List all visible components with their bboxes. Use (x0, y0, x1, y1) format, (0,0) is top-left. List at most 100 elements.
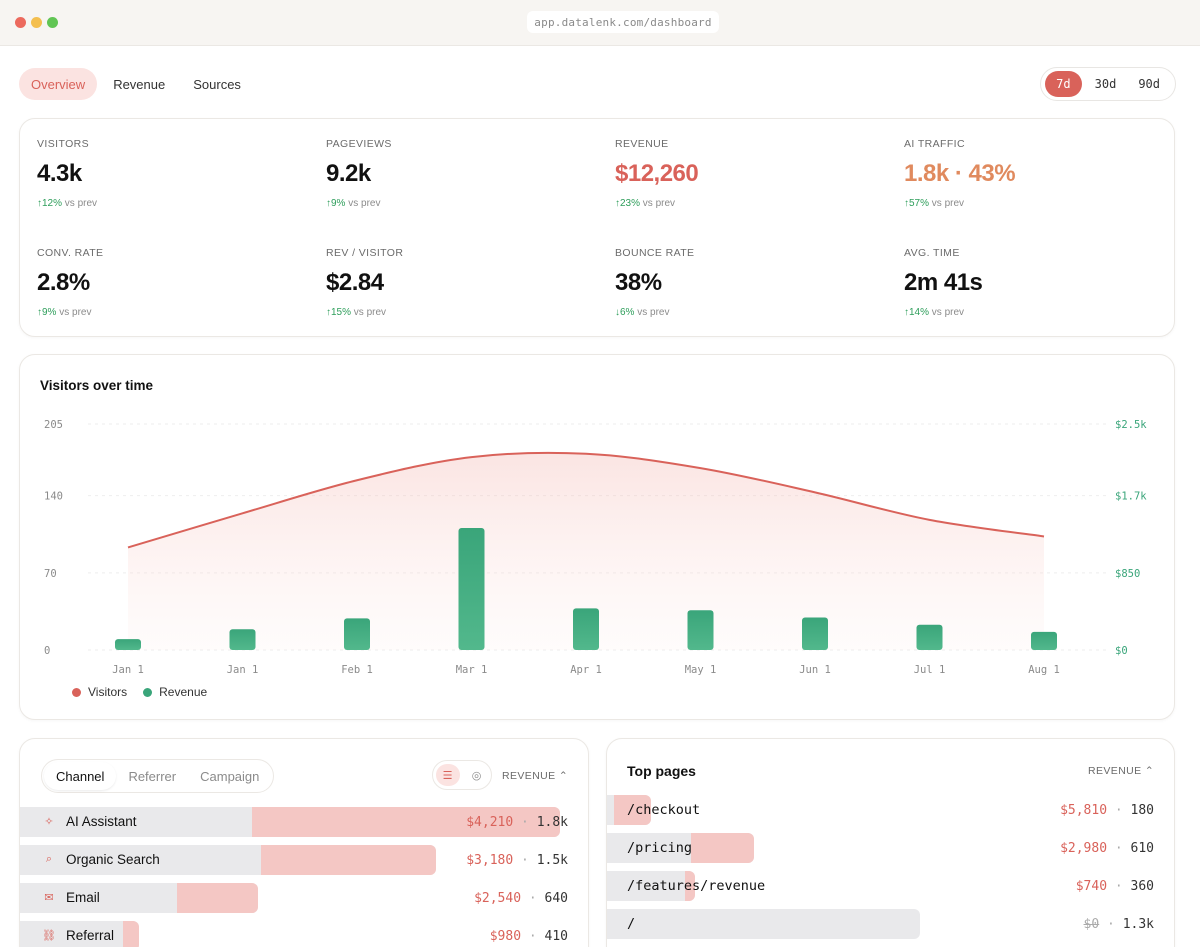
revenue-share-bar (177, 883, 258, 913)
row-value: $2,980 · 610 (1060, 841, 1154, 856)
kpi-delta: ↑57% vs prev (904, 198, 1015, 209)
x-tick-label: Mar 1 (456, 664, 488, 676)
kpi-delta-value: 23% (620, 198, 641, 209)
x-tick-label: Jan 1 (112, 664, 144, 676)
minimize-window-button[interactable] (31, 17, 42, 28)
tab-revenue[interactable]: Revenue (113, 76, 166, 92)
row-label: Email (66, 890, 100, 905)
page-row[interactable]: /pricing $2,980 · 610 (607, 833, 1174, 863)
tab-overview[interactable]: Overview (19, 68, 98, 100)
visitors-line (127, 451, 1045, 549)
trend-up-icon: ↑ (326, 307, 331, 318)
revenue-bar (573, 608, 599, 650)
row-label: /pricing (627, 840, 693, 856)
row-revenue: $740 (1075, 879, 1108, 894)
channel-row[interactable]: ✧ AI Assistant $4,210 · 1.8k (20, 807, 588, 837)
kpi-delta-suffix: vs prev (637, 307, 670, 318)
trend-up-icon: ↑ (904, 307, 909, 318)
row-value: $4,210 · 1.8k (466, 815, 568, 830)
legend-item-revenue[interactable]: Revenue (143, 685, 207, 699)
revenue-bar (229, 629, 256, 650)
kpi-revenue: REVENUE $12,260 ↑23% vs prev (615, 138, 699, 209)
close-window-button[interactable] (15, 17, 26, 28)
kpi-label: AVG. TIME (904, 247, 960, 259)
x-tick-label: Aug 1 (1028, 664, 1060, 676)
view-toggle: ☰ ◎ (432, 760, 492, 790)
trend-up-icon: ↑ (37, 307, 42, 318)
kpi-delta-suffix: vs prev (931, 307, 965, 318)
kpi-label: VISITORS (37, 138, 90, 150)
kpi-delta-suffix: vs prev (642, 198, 676, 209)
row-visitors: 180 (1130, 803, 1154, 818)
kpi-delta: ↑15% vs prev (326, 307, 403, 318)
chart-legend: Visitors Revenue (72, 685, 223, 699)
legend-item-visitors[interactable]: Visitors (72, 685, 127, 699)
main-tabs: Overview Revenue Sources (19, 68, 257, 100)
revenue-share-bar (261, 845, 436, 875)
row-value: $5,810 · 180 (1060, 803, 1154, 818)
range-7d-button[interactable]: 7d (1045, 71, 1082, 97)
trend-up-icon: ↑ (326, 198, 331, 209)
url-bar[interactable]: app.datalenk.com/dashboard (527, 11, 719, 33)
tab-sources[interactable]: Sources (193, 76, 241, 92)
revenue-bar (802, 617, 828, 650)
row-revenue: $4,210 (466, 815, 514, 830)
visitors-chart-card: Visitors over time 0 $0 70 $850 140 $1.7k 205 $… (19, 354, 1175, 720)
kpi-delta-value: 57% (909, 198, 930, 209)
search-icon: ⌕ (45, 853, 53, 865)
row-value: $740 · 360 (1075, 879, 1154, 894)
dashboard-page: Overview Revenue Sources 7d 30d 90d VISI… (0, 46, 1200, 947)
row-visitors: 640 (544, 891, 568, 906)
legend-swatch (72, 687, 81, 697)
page-row[interactable]: / $0 · 1.3k (607, 909, 1174, 939)
row-value: $0 · 1.3k (1083, 917, 1154, 932)
trend-up-icon: ↑ (37, 198, 42, 209)
tab-channel[interactable]: Channel (44, 762, 117, 790)
kpi-value: 2.8% (37, 269, 90, 296)
row-visitors: 610 (1130, 841, 1154, 856)
visitors-area (128, 452, 1044, 650)
revenue-bar (458, 527, 485, 650)
list-icon[interactable]: ☰ (435, 764, 460, 786)
range-90d-button[interactable]: 90d (1138, 77, 1161, 91)
share-bar (607, 909, 920, 939)
kpi-rev-per-visitor: REV / VISITOR $2.84 ↑15% vs prev (326, 247, 403, 318)
sort-revenue-button[interactable]: REVENUE ⌃ (502, 770, 569, 782)
y-tick-label-left: 140 (44, 491, 63, 503)
trend-up-icon: ↑ (615, 198, 620, 209)
kpi-delta-suffix: vs prev (59, 307, 92, 318)
share-bar (607, 871, 695, 901)
kpi-label: BOUNCE RATE (615, 247, 695, 259)
channel-row[interactable]: ✉ Email $2,540 · 640 (20, 883, 588, 913)
tab-referrer[interactable]: Referrer (128, 768, 177, 784)
channel-row[interactable]: ⛓ Referral $980 · 410 (20, 921, 588, 947)
range-30d-button[interactable]: 30d (1094, 77, 1117, 91)
row-revenue: $3,180 (466, 853, 514, 868)
x-tick-label: Feb 1 (341, 664, 373, 676)
maximize-window-button[interactable] (47, 17, 58, 28)
kpi-label: AI TRAFFIC (904, 138, 965, 150)
kpi-delta-suffix: vs prev (64, 198, 98, 209)
visitors-chart[interactable]: 0 $0 70 $850 140 $1.7k 205 $2.5k Jan 1 Jan 1 Feb 1… (20, 355, 1176, 721)
kpi-value: 1.8k · 43% (904, 160, 1016, 187)
row-label: AI Assistant (66, 814, 137, 829)
page-row[interactable]: /features/revenue $740 · 360 (607, 871, 1174, 901)
x-tick-label: Jan 1 (227, 664, 259, 676)
kpi-delta-value: 14% (909, 307, 930, 318)
mail-icon: ✉ (44, 892, 54, 904)
row-value: $2,540 · 640 (474, 891, 568, 906)
y-tick-label-left: 0 (44, 645, 50, 657)
tab-campaign[interactable]: Campaign (200, 768, 260, 784)
kpi-ai-traffic: AI TRAFFIC 1.8k · 43% ↑57% vs prev (904, 138, 1016, 209)
pie-icon[interactable]: ◎ (471, 769, 482, 782)
channel-row[interactable]: ⌕ Organic Search $3,180 · 1.5k (20, 845, 588, 875)
sort-revenue-button[interactable]: REVENUE ⌃ (1088, 765, 1155, 777)
kpi-label: CONV. RATE (37, 247, 104, 259)
x-tick-label: May 1 (685, 664, 717, 676)
legend-label: Visitors (88, 685, 128, 699)
kpi-delta-value: 12% (42, 198, 63, 209)
kpi-delta: ↓6% vs prev (615, 307, 694, 318)
legend-label: Revenue (159, 685, 208, 699)
page-row[interactable]: /checkout $5,810 · 180 (607, 795, 1174, 825)
revenue-share-bar (123, 921, 139, 947)
